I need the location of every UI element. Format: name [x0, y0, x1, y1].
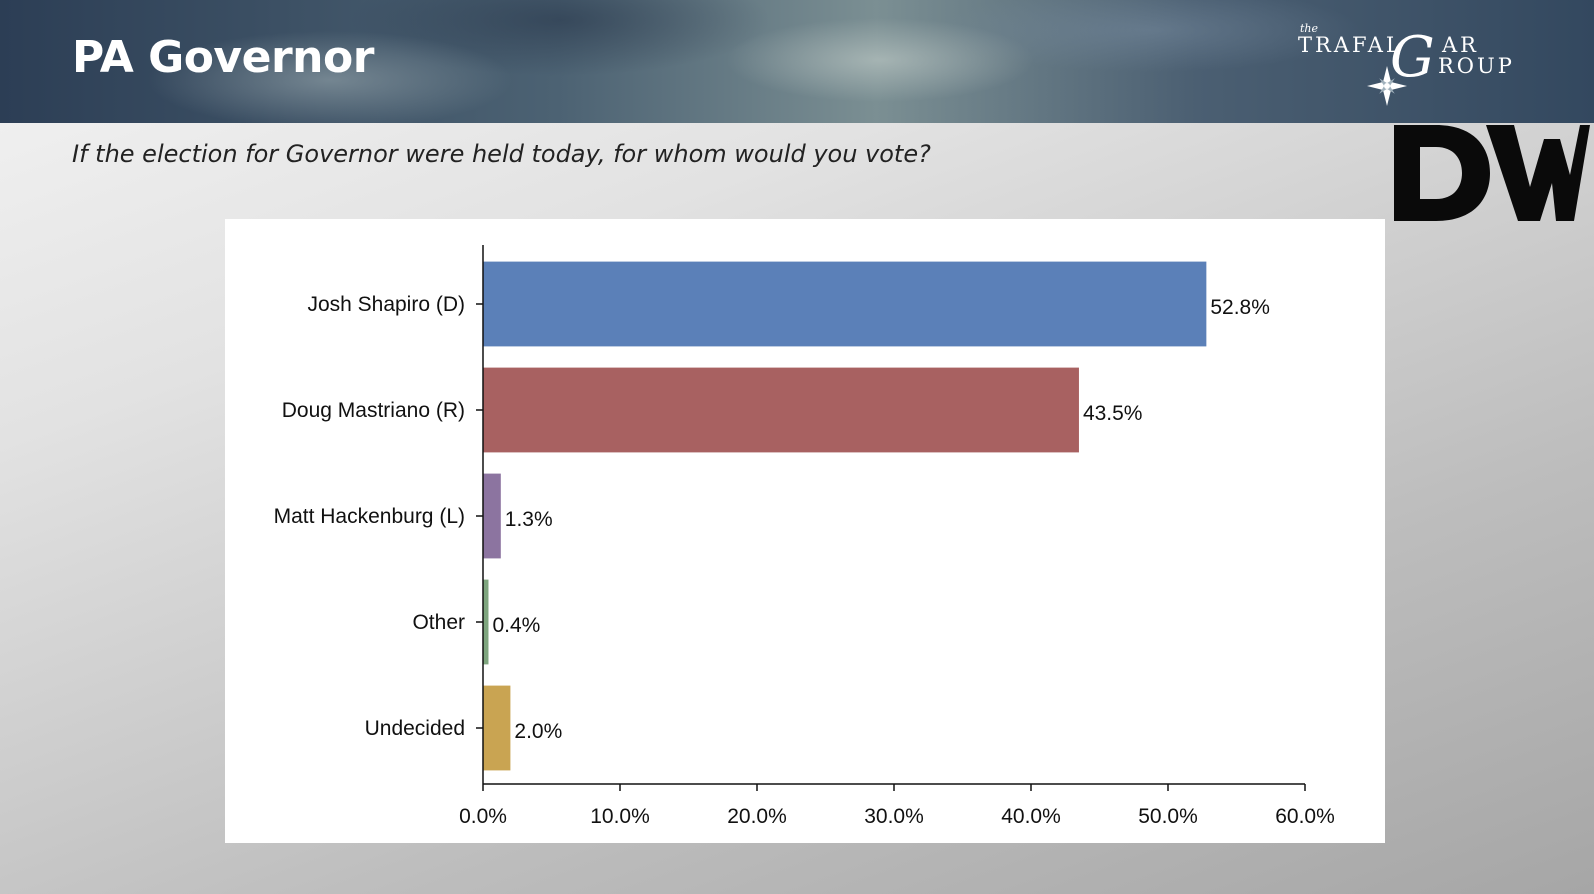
dw-logo — [1394, 125, 1590, 221]
value-label: 1.3% — [505, 508, 553, 531]
trafalgar-group-logo: the TRAFAL G AR ROUP — [1298, 22, 1515, 106]
bar — [483, 473, 501, 559]
category-label: Other — [412, 611, 465, 634]
value-label: 0.4% — [492, 614, 540, 637]
logo-the-text: the — [1300, 22, 1319, 35]
compass-star-icon — [1367, 66, 1407, 106]
value-label: 2.0% — [514, 720, 562, 743]
page-title: PA Governor — [72, 32, 374, 83]
dw-logo-w-mark — [1486, 125, 1590, 221]
logo-roup-text: ROUP — [1438, 54, 1515, 78]
bar — [483, 367, 1079, 453]
dw-logo-d-mark — [1394, 125, 1490, 221]
logo-trafal-text: TRAFAL — [1298, 33, 1403, 57]
x-tick-label: 60.0% — [1275, 805, 1335, 828]
logo-g-letter: G — [1390, 25, 1435, 90]
category-label: Undecided — [365, 717, 465, 740]
chart-panel: Josh Shapiro (D) 52.8% Doug Mastriano (R) 4… — [225, 219, 1385, 843]
bars-layer — [483, 261, 1207, 771]
x-tick-label: 0.0% — [459, 805, 507, 828]
value-label: 43.5% — [1083, 402, 1143, 425]
logo-ar-text: AR — [1441, 33, 1479, 57]
header-banner: PA Governor the TRAFAL G AR ROUP — [0, 0, 1594, 123]
x-tick-label: 10.0% — [590, 805, 650, 828]
x-tick-label: 30.0% — [864, 805, 924, 828]
category-label: Doug Mastriano (R) — [282, 399, 465, 422]
x-tick-label: 40.0% — [1001, 805, 1061, 828]
x-tick-label: 20.0% — [727, 805, 787, 828]
poll-question: If the election for Governor were held t… — [72, 140, 931, 168]
bar — [483, 261, 1207, 347]
bar — [483, 685, 511, 771]
axes-layer: 0.0% 10.0% 20.0% 30.0% 40.0% 50.0% 60.0% — [459, 245, 1335, 828]
category-label: Josh Shapiro (D) — [307, 293, 465, 316]
x-tick-label: 50.0% — [1138, 805, 1198, 828]
value-label: 52.8% — [1210, 296, 1270, 319]
category-label: Matt Hackenburg (L) — [274, 505, 465, 528]
labels-layer: Josh Shapiro (D) 52.8% Doug Mastriano (R) 4… — [274, 293, 1270, 743]
bar — [483, 579, 489, 665]
bar-chart: Josh Shapiro (D) 52.8% Doug Mastriano (R) 4… — [274, 245, 1335, 828]
